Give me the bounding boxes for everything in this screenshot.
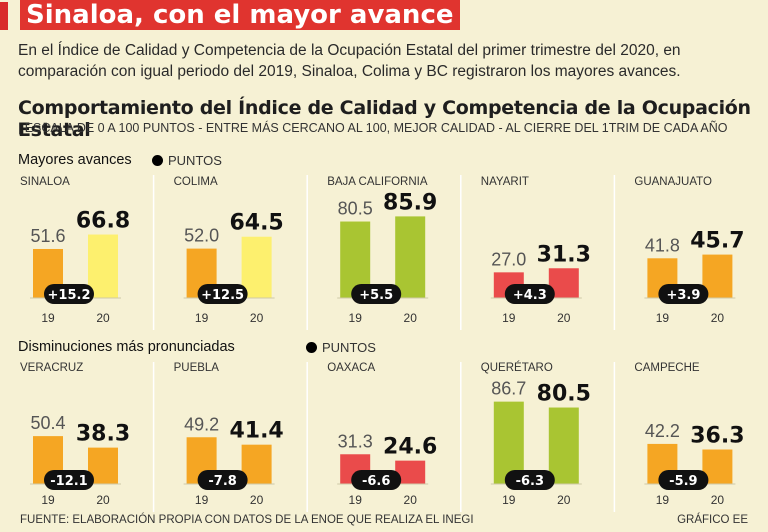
tick-label: 19 bbox=[195, 311, 209, 325]
chart-subtitle: | ESCALA DE 0 A 100 PUNTOS - ENTRE MÁS C… bbox=[18, 121, 728, 135]
tick-label: 20 bbox=[250, 493, 264, 507]
change-badge bbox=[504, 284, 555, 304]
change-label: +5.5 bbox=[359, 288, 393, 303]
data-label: 52.0 bbox=[184, 226, 219, 246]
data-label: 24.6 bbox=[383, 435, 437, 460]
gains-legend-label: PUNTOS bbox=[168, 153, 222, 168]
data-label: 66.8 bbox=[76, 209, 130, 234]
tick-label: 19 bbox=[349, 311, 363, 325]
tick-label: 19 bbox=[195, 493, 209, 507]
tick-label: 20 bbox=[711, 493, 725, 507]
tick-label: 20 bbox=[96, 311, 110, 325]
source-note: FUENTE: ELABORACIÓN PROPIA CON DATOS DE … bbox=[20, 514, 474, 526]
change-label: -6.6 bbox=[362, 474, 390, 489]
change-badge bbox=[658, 470, 709, 490]
tick-label: 20 bbox=[711, 311, 725, 325]
bar bbox=[395, 460, 426, 484]
change-badge bbox=[351, 470, 402, 490]
data-label: 86.7 bbox=[491, 379, 526, 399]
panel-title: BAJA CALIFORNIA bbox=[327, 176, 428, 188]
data-label: 80.5 bbox=[338, 199, 373, 219]
data-label: 41.8 bbox=[645, 235, 680, 255]
legend-dot-icon bbox=[152, 155, 163, 166]
change-badge bbox=[197, 284, 248, 304]
data-label: 42.2 bbox=[645, 421, 680, 441]
tick-label: 19 bbox=[502, 311, 516, 325]
data-label: 85.9 bbox=[383, 190, 437, 215]
chart-title: Comportamiento del Índice de Calidad y C… bbox=[18, 97, 751, 141]
data-label: 64.5 bbox=[229, 211, 283, 236]
tick-label: 19 bbox=[349, 493, 363, 507]
tick-label: 20 bbox=[250, 311, 264, 325]
gains-section-label: Mayores avances bbox=[18, 152, 132, 168]
data-label: 31.3 bbox=[338, 431, 373, 451]
panel-title: OAXACA bbox=[327, 362, 375, 374]
change-badge bbox=[44, 470, 94, 490]
data-label: 31.3 bbox=[537, 242, 591, 267]
change-label: +4.3 bbox=[513, 288, 547, 303]
change-label: +3.9 bbox=[666, 288, 700, 303]
tick-label: 20 bbox=[557, 311, 571, 325]
panel-title: PUEBLA bbox=[174, 362, 220, 374]
tick-label: 20 bbox=[404, 311, 418, 325]
panel-title: GUANAJUATO bbox=[634, 176, 712, 188]
change-badge bbox=[658, 284, 709, 304]
tick-label: 19 bbox=[656, 493, 670, 507]
change-label: +12.5 bbox=[201, 288, 244, 303]
graphic-credit: GRÁFICO EE bbox=[677, 514, 748, 526]
change-label: -5.9 bbox=[669, 474, 697, 489]
losses-section-label: Disminuciones más pronunciadas bbox=[18, 339, 235, 355]
change-badge bbox=[351, 284, 402, 304]
data-label: 45.7 bbox=[690, 229, 744, 254]
data-label: 80.5 bbox=[537, 382, 591, 407]
legend-dot-icon bbox=[306, 342, 317, 353]
change-badge bbox=[504, 470, 555, 490]
panel-title: NAYARIT bbox=[481, 176, 529, 188]
change-label: +15.2 bbox=[48, 288, 91, 303]
panel-title: COLIMA bbox=[174, 176, 218, 188]
tick-label: 19 bbox=[41, 493, 55, 507]
data-label: 51.6 bbox=[30, 226, 65, 246]
bar bbox=[88, 234, 118, 298]
headline: Sinaloa, con el mayor avance bbox=[20, 0, 460, 30]
bar bbox=[395, 216, 426, 298]
change-label: -7.8 bbox=[208, 474, 236, 489]
panel-title: VERACRUZ bbox=[20, 362, 83, 374]
bar bbox=[241, 236, 272, 298]
panel-title: QUERÉTARO bbox=[481, 361, 553, 374]
gains-legend: PUNTOS bbox=[152, 153, 222, 168]
bar bbox=[548, 407, 579, 484]
data-label: 41.4 bbox=[229, 419, 283, 444]
data-label: 38.3 bbox=[76, 422, 130, 447]
data-label: 27.0 bbox=[491, 249, 526, 269]
tick-label: 20 bbox=[404, 493, 418, 507]
losses-legend-label: PUNTOS bbox=[322, 340, 376, 355]
intro-text: En el Índice de Calidad y Competencia de… bbox=[18, 42, 681, 80]
change-badge bbox=[197, 470, 248, 490]
panel-title: SINALOA bbox=[20, 176, 70, 188]
change-label: -6.3 bbox=[516, 474, 544, 489]
data-label: 50.4 bbox=[30, 413, 65, 433]
tick-label: 20 bbox=[96, 493, 110, 507]
panel-title: CAMPECHE bbox=[634, 362, 700, 374]
change-label: -12.1 bbox=[50, 474, 87, 489]
data-label: 36.3 bbox=[690, 424, 744, 449]
data-label: 49.2 bbox=[184, 414, 219, 434]
tick-label: 19 bbox=[41, 311, 55, 325]
title-accent-bar bbox=[0, 2, 8, 30]
losses-legend: PUNTOS bbox=[306, 340, 376, 355]
tick-label: 19 bbox=[502, 493, 516, 507]
tick-label: 20 bbox=[557, 493, 571, 507]
change-badge bbox=[44, 284, 94, 304]
tick-label: 19 bbox=[656, 311, 670, 325]
